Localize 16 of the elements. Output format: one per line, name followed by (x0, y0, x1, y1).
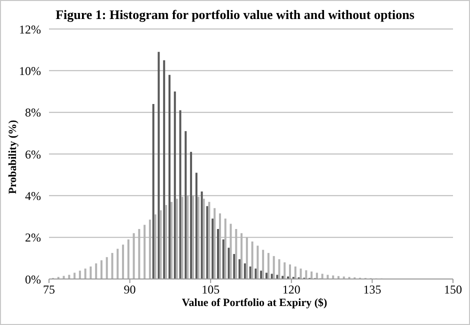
y-tick-label: 8% (25, 106, 41, 120)
y-axis-title: Probability (%) (7, 120, 19, 194)
y-tick-label: 12% (19, 22, 41, 36)
x-tick-label: 150 (444, 282, 462, 297)
x-tick-label: 120 (282, 282, 300, 297)
y-tick-label: 4% (25, 188, 41, 203)
y-tick-label: 6% (25, 147, 41, 162)
chart-title: Figure 1: Histogram for portfolio value with and without options (54, 7, 416, 23)
y-tick-label: 10% (19, 64, 41, 78)
x-tick-label: 90 (124, 282, 136, 297)
y-tick-label: 0% (25, 272, 41, 286)
x-tick-label: 75 (43, 282, 55, 297)
y-tick-label: 2% (25, 230, 41, 245)
x-tick-label: 105 (202, 282, 220, 297)
x-tick-label: 135 (363, 282, 382, 297)
x-axis-title: Value of Portfolio at Expiry ($) (180, 297, 328, 309)
